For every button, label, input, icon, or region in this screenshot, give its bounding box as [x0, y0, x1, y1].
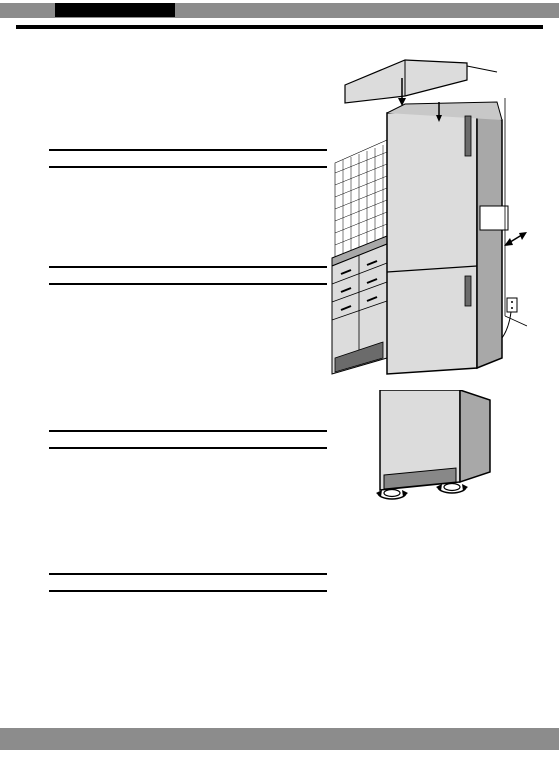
section-heading-1	[49, 149, 327, 168]
header-tab	[55, 3, 175, 17]
section-heading-2	[49, 266, 327, 285]
section-heading-4	[49, 573, 327, 592]
illustration-fridge-feet	[372, 390, 502, 505]
section-heading-3	[49, 430, 327, 449]
footer-bar	[0, 728, 559, 750]
header-underline	[16, 25, 543, 29]
illustration-kitchen-fridge	[327, 58, 527, 378]
